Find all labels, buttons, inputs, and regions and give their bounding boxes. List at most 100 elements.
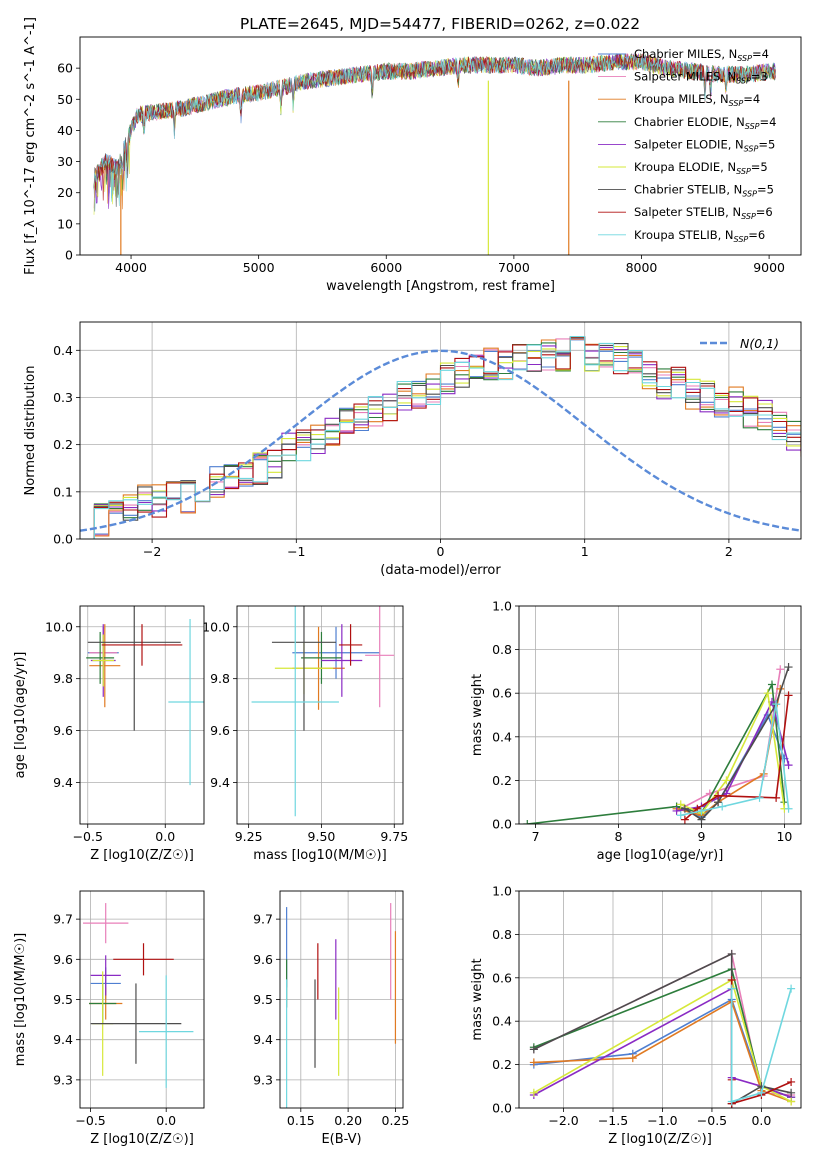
plot-area — [286, 903, 397, 1108]
series-marker — [697, 815, 706, 824]
y-tick-label: 0 — [65, 248, 73, 263]
series-marker — [727, 1097, 736, 1106]
gaussian-curve — [80, 349, 801, 532]
spectrum-line-kroupa-stelib — [93, 53, 776, 207]
series-chabrier-elodie — [523, 680, 789, 824]
x-tick-label: 2 — [725, 544, 733, 559]
errorbar-salpeter-elodie — [321, 624, 363, 697]
x-tick-label: 0.0 — [156, 1113, 176, 1128]
y-tick-label: 0.3 — [53, 390, 73, 405]
histogram-salpeter-stelib — [80, 336, 801, 539]
errorbar-kroupa-miles — [89, 624, 121, 708]
series-line — [730, 988, 792, 1103]
y-tick-label: 9.8 — [53, 671, 73, 686]
y-tick-label: 0.6 — [492, 970, 512, 985]
panel-age_vs_Z: −0.5 0.0 9.4 9.6 9.8 10.0 Z [log10(Z/Z☉)] age [… — [13, 605, 205, 863]
y-tick-label: 1.0 — [492, 599, 512, 614]
series-line — [680, 690, 786, 815]
y-tick-label: 0.1 — [53, 484, 73, 499]
y-axis-label: Flux [f_λ 10^-17 erg cm^-2 s^-1 A^-1] — [23, 17, 38, 275]
errorbar-kroupa-stelib — [251, 606, 339, 817]
x-axis-label: age [log10(age/yr)] — [597, 848, 724, 863]
errorbar-salpeter-stelib — [113, 943, 174, 976]
x-tick-label: 5000 — [243, 260, 275, 275]
series-marker — [529, 1045, 538, 1054]
y-tick-label: 0.2 — [53, 437, 73, 452]
series-marker — [787, 1088, 796, 1097]
y-tick-label: 0.4 — [53, 343, 73, 358]
legend-label: Chabrier MILES, NSSP=4 — [634, 47, 769, 63]
y-tick-label: 10.0 — [45, 619, 73, 634]
y-tick-label: 0.4 — [492, 729, 512, 744]
axes-frame — [279, 890, 404, 1109]
y-tick-label: 9.4 — [253, 1032, 273, 1047]
y-tick-label: 50 — [57, 92, 73, 107]
histogram-kroupa-elodie — [80, 337, 801, 539]
y-tick-label: 0.4 — [492, 1014, 512, 1029]
y-tick-label: 10 — [57, 216, 73, 231]
y-tick-label: 9.5 — [53, 992, 73, 1007]
panel-age_vs_mass: 9.25 9.50 9.75 9.4 9.6 9.8 10.0 mass [log10(M/M… — [202, 605, 408, 863]
series-line — [680, 703, 790, 817]
x-axis-label: mass [log10(M/M☉)] — [253, 848, 386, 863]
plot-area — [83, 903, 194, 1088]
series-marker — [727, 984, 736, 993]
plot-area — [80, 335, 801, 539]
series-marker — [787, 1077, 796, 1086]
y-tick-label: 9.6 — [53, 952, 73, 967]
x-tick-label: 10 — [776, 829, 792, 844]
x-tick-label: −0.5 — [697, 1113, 727, 1128]
series-marker — [529, 1088, 538, 1097]
series-marker — [714, 791, 723, 800]
series-marker — [784, 691, 793, 700]
series-line — [680, 669, 782, 810]
y-axis-label: age [log10(age/yr)] — [13, 652, 28, 779]
y-tick-label: 9.6 — [53, 723, 73, 738]
x-tick-label: 8 — [615, 829, 623, 844]
series-kroupa-stelib — [676, 700, 793, 820]
x-tick-label: 9.25 — [235, 829, 263, 844]
x-axis-label: wavelength [Angstrom, rest frame] — [326, 279, 555, 294]
errorbar-chabrier-elodie — [86, 631, 115, 684]
y-tick-label: 9.3 — [253, 1072, 273, 1087]
panel-residuals: −2 −1 0 1 2 0.0 0.1 0.2 0.3 0.4 (data-model)/error… — [23, 321, 802, 578]
series-marker — [672, 806, 681, 815]
x-tick-label: 9.50 — [308, 829, 336, 844]
y-axis-label: mass [log10(M/M☉)] — [13, 933, 28, 1066]
histogram-salpeter-miles — [80, 338, 801, 539]
x-axis-label: (data-model)/error — [380, 563, 501, 578]
y-tick-label: 40 — [57, 123, 73, 138]
panel-spectrum: 4000 5000 6000 7000 8000 9000 0 10 20 30 40 50 60 wav… — [23, 17, 802, 294]
histogram-kroupa-miles — [80, 338, 801, 539]
series-marker — [776, 665, 785, 674]
series-salpeter-miles — [676, 665, 785, 813]
x-tick-label: 0.0 — [155, 829, 175, 844]
x-axis-label: Z [log10(Z/Z☉)] — [90, 1132, 194, 1147]
series-marker — [784, 761, 793, 770]
y-tick-label: 9.8 — [210, 671, 230, 686]
x-tick-label: −0.5 — [73, 829, 103, 844]
x-axis-label: Z [log10(Z/Z☉)] — [90, 848, 194, 863]
x-tick-label: 1 — [581, 544, 589, 559]
legend-label: Kroupa STELIB, NSSP=6 — [634, 228, 765, 244]
series-marker — [523, 820, 532, 824]
x-axis-label: E(B-V) — [321, 1132, 361, 1147]
y-tick-label: 30 — [57, 154, 73, 169]
x-tick-label: 8000 — [626, 260, 658, 275]
series-marker — [784, 663, 793, 672]
x-tick-label: 0.25 — [382, 1113, 410, 1128]
series-marker — [529, 1058, 538, 1067]
legend: Chabrier MILES, NSSP=4 Salpeter MILES, NS… — [598, 47, 776, 244]
axes-frame — [518, 890, 802, 1109]
x-axis-label: Z [log10(Z/Z☉)] — [608, 1132, 712, 1147]
axes-frame — [79, 321, 802, 540]
series-marker — [680, 815, 689, 824]
y-axis-label: mass weight — [470, 958, 485, 1040]
axes-frame — [236, 605, 404, 825]
y-tick-label: 1.0 — [492, 884, 512, 899]
x-tick-label: 7 — [532, 829, 540, 844]
y-tick-label: 0.0 — [492, 817, 512, 832]
series-marker — [772, 793, 781, 802]
y-tick-label: 9.5 — [253, 992, 273, 1007]
